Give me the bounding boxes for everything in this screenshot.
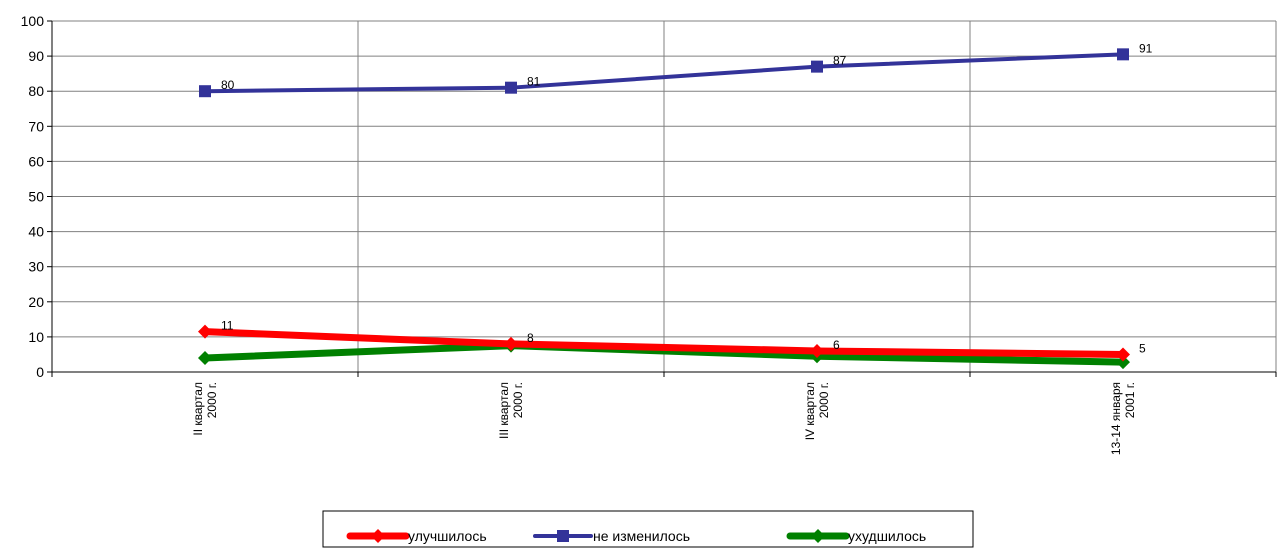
x-category-line: II квартал: [191, 382, 205, 436]
y-tick-label: 80: [28, 83, 44, 99]
legend-entry: улучшилось: [408, 528, 487, 544]
y-tick-label: 100: [21, 13, 45, 29]
data-label: 81: [527, 75, 541, 89]
data-label: 87: [833, 54, 847, 68]
x-category-line: IV квартал: [803, 382, 817, 440]
y-tick-label: 60: [28, 153, 44, 169]
legend-swatch-marker: [371, 529, 385, 543]
series-2-point: [198, 350, 212, 365]
x-category-label: II квартал 2000 г.: [191, 382, 219, 436]
x-category-label: IV квартал 2000 г.: [803, 382, 831, 440]
data-label: 6: [833, 338, 840, 352]
legend-swatch-marker: [811, 529, 825, 543]
data-label: 5: [1139, 341, 1146, 355]
series-line-2: [201, 342, 1127, 366]
axes: [47, 20, 1277, 377]
y-tick-label: 10: [28, 329, 44, 345]
y-tick-label: 50: [28, 189, 44, 205]
series-1-point: [505, 81, 517, 94]
data-label: 11: [221, 319, 234, 333]
x-category-line: III квартал: [497, 382, 511, 439]
x-category-label: III квартал 2000 г.: [497, 382, 525, 439]
x-category-line: 2000 г.: [511, 382, 525, 418]
legend-swatch-marker: [557, 530, 569, 542]
y-tick-label: 40: [28, 224, 44, 240]
data-label: 91: [1139, 41, 1153, 55]
x-category-label: 13-14 января 2001 г.: [1109, 382, 1137, 455]
y-tick-label: 90: [28, 48, 44, 64]
series-line-1: [203, 52, 1125, 94]
y-tick-label: 70: [28, 118, 44, 134]
x-category-line: 2000 г.: [205, 382, 219, 418]
x-category-line: 13-14 января: [1109, 382, 1123, 455]
x-category-line: 2001 г.: [1123, 382, 1137, 418]
series-0-point: [504, 336, 518, 351]
y-tick-label: 20: [28, 294, 44, 310]
x-category-line: 2000 г.: [817, 382, 831, 418]
grid-lines: [52, 20, 1277, 372]
series-group: [198, 48, 1130, 370]
data-label: 8: [527, 331, 534, 345]
series-1-point: [1117, 48, 1129, 61]
legend: улучшилось не изменилось ухудшилось: [322, 510, 974, 548]
legend-entry: не изменилось: [593, 528, 690, 544]
series-0-point: [198, 324, 212, 339]
series-line-0: [201, 328, 1127, 358]
y-tick-label: 30: [28, 259, 44, 275]
data-labels: 11 8 6 5 80 81 87 91: [221, 41, 1153, 355]
series-2-point: [1116, 355, 1130, 370]
y-axis-ticks: 0 10 20 30 40 50 60 70 80 90 100: [21, 13, 45, 380]
legend-entry: ухудшилось: [848, 528, 926, 544]
series-0-point: [810, 343, 824, 358]
legend-box: [322, 510, 974, 548]
x-axis-categories: II квартал 2000 г. III квартал 2000 г. IV кв…: [191, 382, 1137, 455]
y-tick-label: 0: [36, 364, 44, 380]
series-0-point: [1116, 347, 1130, 362]
data-label: 80: [221, 78, 235, 92]
series-1-point: [199, 85, 211, 98]
series-1-point: [811, 60, 823, 73]
